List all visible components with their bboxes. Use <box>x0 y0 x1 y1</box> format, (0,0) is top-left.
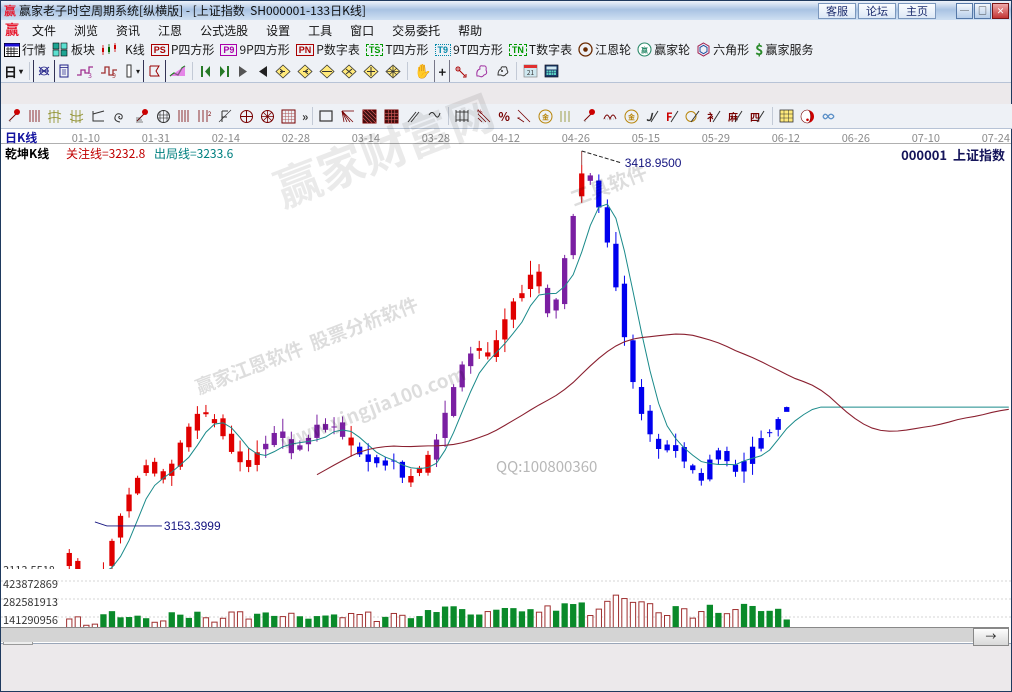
svg-text:=: = <box>517 113 521 122</box>
svg-text:21: 21 <box>527 67 535 77</box>
svg-text:3: 3 <box>88 71 92 78</box>
svg-text:四: 四 <box>750 109 760 124</box>
svg-text:金: 金 <box>542 112 549 122</box>
svg-text:3418.9500: 3418.9500 <box>625 156 682 170</box>
svg-text:3153.3999: 3153.3999 <box>164 519 221 533</box>
svg-text:9: 9 <box>112 71 116 78</box>
svg-text:2: 2 <box>208 109 212 118</box>
svg-text:衤: 衤 <box>707 109 717 124</box>
svg-text:J: J <box>646 109 654 124</box>
svg-text:麻: 麻 <box>728 109 738 124</box>
svg-text:%: % <box>477 109 483 116</box>
svg-text:F: F <box>666 109 673 124</box>
svg-text:赢: 赢 <box>641 46 648 56</box>
svg-text:金: 金 <box>628 112 635 122</box>
